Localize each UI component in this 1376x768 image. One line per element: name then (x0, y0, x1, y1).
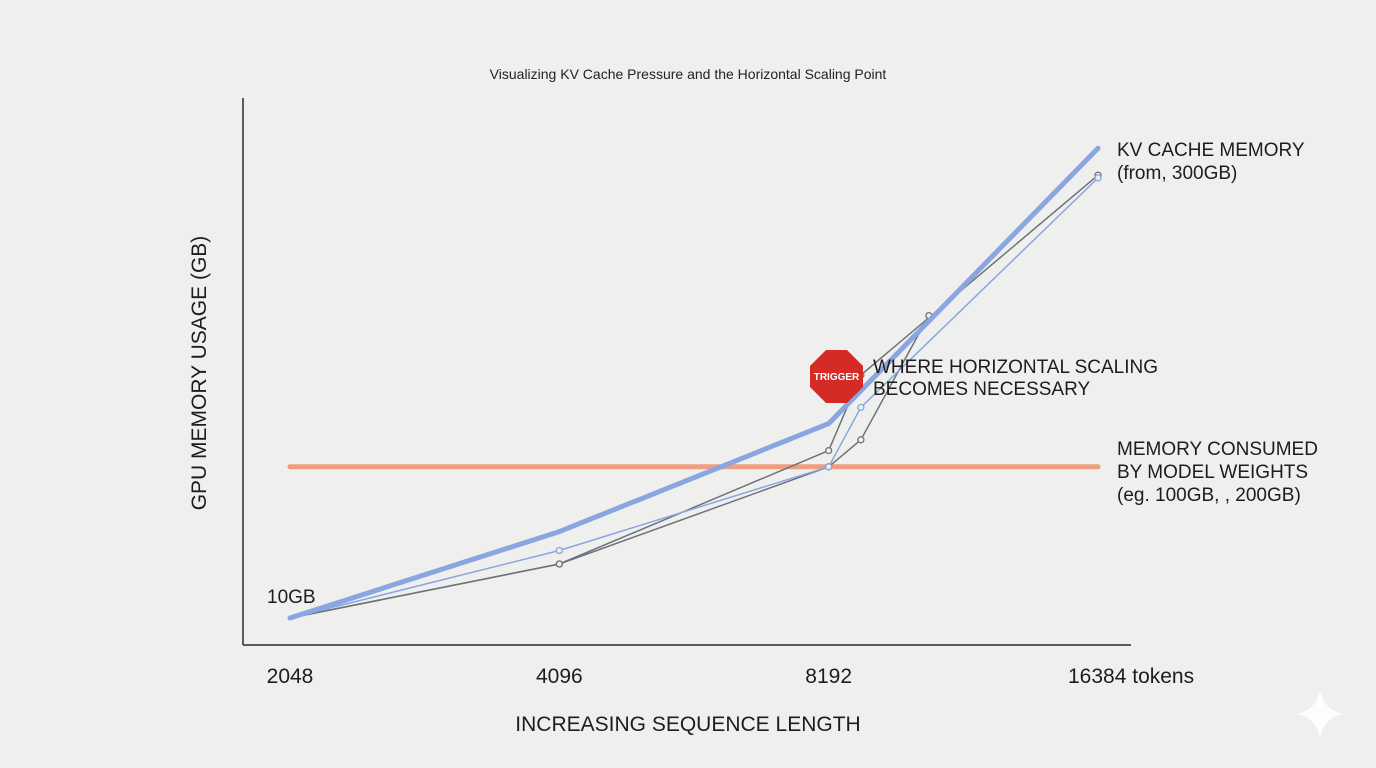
data-point (857, 436, 865, 444)
weights-label-line-1: MEMORY CONSUMED (1117, 439, 1318, 460)
trigger-label-line-2: BECOMES NECESSARY (873, 379, 1090, 400)
data-point (555, 546, 563, 555)
kv-cache-label: KV CACHE MEMORY (from, 300GB) (1117, 140, 1310, 184)
start-label: 10GB (267, 587, 316, 608)
x-tick-label: 2048 (267, 665, 314, 688)
data-point (857, 403, 865, 412)
trigger-badge-text: TRIGGER (814, 372, 860, 383)
x-tick-label: 4096 (536, 665, 583, 688)
trigger-stop-icon: TRIGGER (810, 350, 863, 403)
sparkle-icon (1296, 690, 1344, 738)
kv-cache-label-line-1: KV CACHE MEMORY (1117, 140, 1305, 161)
weights-label-line-2: BY MODEL WEIGHTS (1117, 462, 1308, 483)
weights-label-line-3: (eg. 100GB, , 200GB) (1117, 485, 1301, 506)
x-tick-label: 16384 tokens (1068, 665, 1194, 688)
kv-cache-line (287, 145, 1101, 621)
chart-title: Visualizing KV Cache Pressure and the Ho… (490, 66, 887, 82)
data-point (825, 446, 833, 455)
data-point (555, 560, 563, 568)
data-point (1094, 174, 1102, 182)
trigger-label: WHERE HORIZONTAL SCALING BECOMES NECESSA… (873, 357, 1163, 400)
weights-label: MEMORY CONSUMED BY MODEL WEIGHTS (eg. 10… (1117, 439, 1323, 506)
data-point (825, 463, 833, 471)
x-axis-label: INCREASING SEQUENCE LENGTH (515, 713, 860, 736)
trigger-label-line-1: WHERE HORIZONTAL SCALING (873, 357, 1158, 378)
x-tick-label: 8192 (805, 665, 852, 688)
y-axis-label: GPU MEMORY USAGE (GB) (188, 236, 211, 511)
x-tick-labels: 2048 4096 8192 16384 tokens (267, 665, 1194, 688)
kv-cache-label-line-2: (from, 300GB) (1117, 163, 1237, 184)
